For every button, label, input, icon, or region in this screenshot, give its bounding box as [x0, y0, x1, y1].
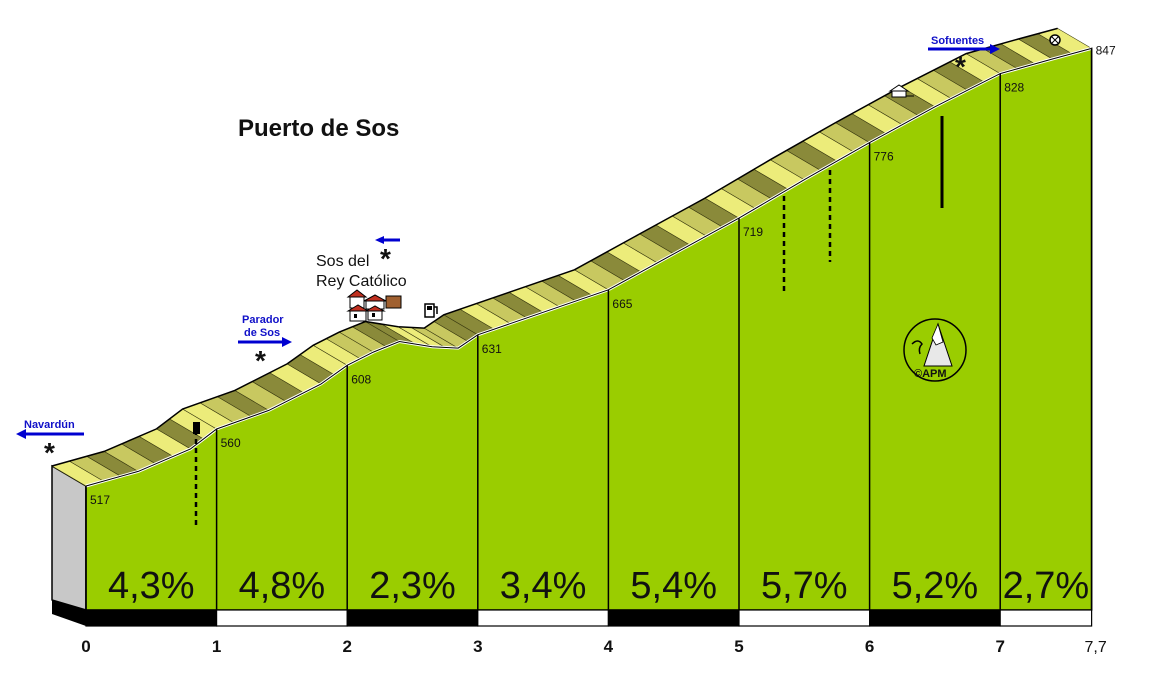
elevation-label: 665	[612, 297, 632, 311]
grade-label: 5,2%	[892, 565, 979, 607]
elevation-label: 828	[1004, 81, 1024, 95]
junction-parador-label-2: de Sos	[244, 327, 280, 339]
house-icon	[888, 84, 914, 98]
grade-label: 2,7%	[1003, 565, 1090, 607]
road-edge-top	[51, 27, 1058, 467]
junction-sofuentes: Sofuentes *	[928, 35, 1000, 82]
grade-label: 5,7%	[761, 565, 848, 607]
arrow-head-right-icon	[282, 337, 292, 347]
junction-sofuentes-label: Sofuentes	[931, 35, 984, 47]
elevation-label: 631	[482, 342, 502, 356]
km-tick-label: 0	[81, 637, 90, 656]
asterisk-icon: *	[955, 51, 966, 82]
km-tick-label: 7	[995, 637, 1004, 656]
km-tick-label: 7,7	[1084, 639, 1106, 656]
profile-left-wall	[51, 464, 87, 612]
marker-post-1	[193, 422, 200, 434]
grade-label: 4,8%	[239, 565, 326, 607]
town-name-line-1: Sos del	[316, 253, 369, 270]
km-scale-bar	[477, 609, 609, 627]
arrow-head-right-icon	[990, 44, 1000, 54]
elevation-label: 517	[90, 493, 110, 507]
km-tick-label: 4	[604, 637, 614, 656]
asterisk-icon: *	[44, 437, 55, 468]
viewpoint-icon	[1049, 34, 1061, 46]
grade-label: 5,4%	[630, 565, 717, 607]
arrow-head-left-icon	[375, 236, 384, 244]
apm-logo-icon: ©APM	[903, 318, 967, 382]
elevation-label: 847	[1096, 43, 1116, 57]
elevation-label: 608	[351, 372, 371, 386]
km-scale-bar	[999, 609, 1093, 627]
arrow-head-left-icon	[16, 429, 26, 439]
grade-label: 4,3%	[108, 565, 195, 607]
km-scale-bar	[85, 609, 218, 627]
km-scale-bar	[216, 609, 348, 627]
km-tick-label: 2	[342, 637, 351, 656]
junction-navardun: Navardún *	[16, 419, 84, 468]
fuel-pump-icon	[424, 303, 438, 318]
town-icon	[346, 289, 402, 322]
road-edge-bottom	[85, 47, 1092, 487]
km-scale-bar	[738, 609, 871, 627]
elevation-label: 719	[743, 225, 763, 239]
junction-parador-label-1: Parador	[242, 314, 284, 326]
junction-navardun-label: Navardún	[24, 419, 75, 431]
profile-left-base	[52, 600, 86, 626]
km-scale-bar	[868, 609, 1001, 627]
grade-label: 3,4%	[500, 565, 587, 607]
chart-title: Puerto de Sos	[238, 115, 399, 142]
junction-parador: Parador de Sos *	[238, 314, 292, 376]
road-markers	[193, 116, 944, 526]
elevation-label: 776	[874, 150, 894, 164]
asterisk-icon: *	[255, 345, 266, 376]
km-tick-label: 6	[865, 637, 874, 656]
asterisk-icon: *	[380, 243, 391, 274]
town-name-line-2: Rey Católico	[316, 273, 407, 290]
grade-label: 2,3%	[369, 565, 456, 607]
km-tick-label: 3	[473, 637, 482, 656]
km-tick-label: 5	[734, 637, 743, 656]
apm-watermark: ©APM	[914, 368, 947, 380]
elevation-label: 560	[221, 436, 241, 450]
km-tick-label: 1	[212, 637, 221, 656]
km-scale-bar	[607, 609, 740, 627]
town-sos: Sos del Rey Católico *	[316, 236, 438, 322]
km-scale-bar	[346, 609, 479, 627]
